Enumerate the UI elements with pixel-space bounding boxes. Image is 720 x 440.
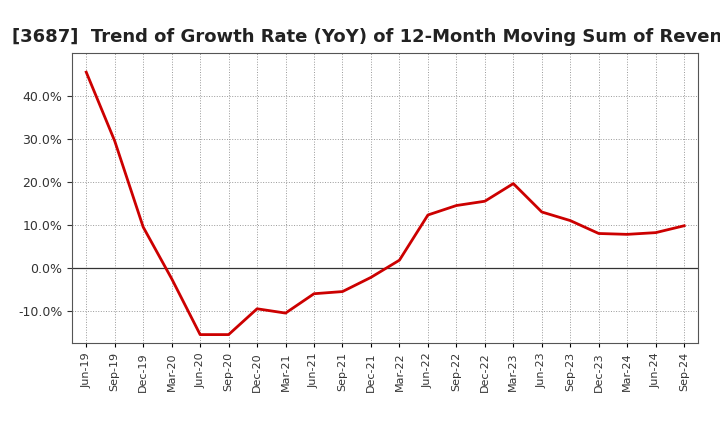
Title: [3687]  Trend of Growth Rate (YoY) of 12-Month Moving Sum of Revenues: [3687] Trend of Growth Rate (YoY) of 12-… bbox=[12, 28, 720, 46]
